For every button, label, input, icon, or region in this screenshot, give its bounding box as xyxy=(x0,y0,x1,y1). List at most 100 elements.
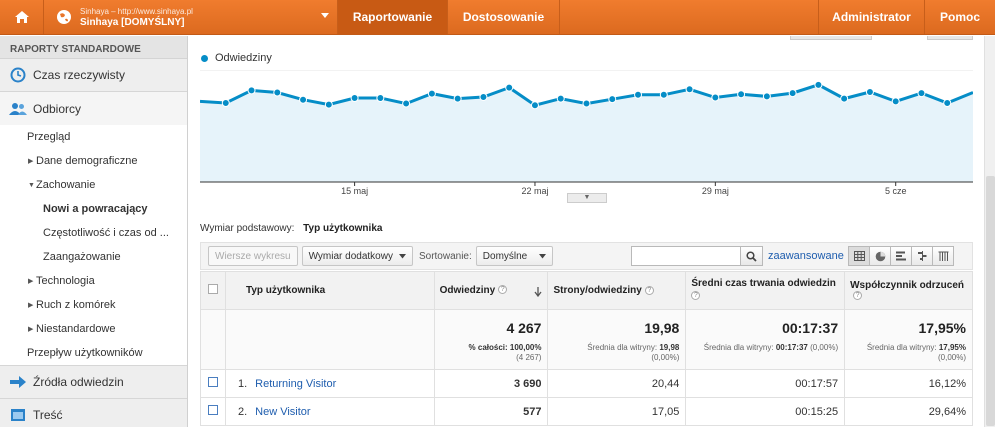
chart-point xyxy=(350,94,359,103)
sidebar-header: RAPORTY STANDARDOWE xyxy=(0,36,187,59)
tab-reporting[interactable]: Raportowanie xyxy=(338,0,448,34)
row-index: 1. xyxy=(237,377,248,390)
header-duration[interactable]: Średni czas trwania odwiedzin? xyxy=(685,271,846,310)
account-selector[interactable]: Sinhaya – http://www.sinhaya.pl Sinhaya … xyxy=(44,0,338,34)
admin-link[interactable]: Administrator xyxy=(818,0,925,34)
header-visits[interactable]: Odwiedziny? xyxy=(433,271,549,310)
sidebar-item-frequency[interactable]: Częstotliwość i czas od ... xyxy=(43,227,169,239)
primary-dimension-label: Wymiar podstawowy: xyxy=(200,223,295,234)
select-all-checkbox[interactable] xyxy=(207,284,218,294)
chevron-down-icon xyxy=(398,253,406,258)
row-dimension-link[interactable]: Returning Visitor xyxy=(255,377,337,390)
grid-icon xyxy=(853,251,865,261)
row-checkbox[interactable] xyxy=(207,405,218,415)
primary-dimension-value[interactable]: Typ użytkownika xyxy=(303,223,383,234)
total-visits-share: % całości: 100,00% (4 267) xyxy=(435,343,542,363)
search-input[interactable] xyxy=(631,246,741,266)
total-pages: 19,98 xyxy=(644,320,680,336)
scrollbar-thumb[interactable] xyxy=(986,176,995,426)
total-visits: 4 267 xyxy=(506,320,542,336)
total-bounce-cell: 17,95% Średnia dla witryny: 17,95% (0,00%… xyxy=(844,309,973,370)
sidebar-item-traffic-sources[interactable]: Źródła odwiedzin xyxy=(0,366,187,399)
help-icon[interactable]: ? xyxy=(853,291,863,301)
table-search xyxy=(631,246,763,266)
pages-avg-value: 19,98 xyxy=(659,343,680,352)
sidebar-item-engagement[interactable]: Zaangażowanie xyxy=(43,251,121,263)
view-pivot-button[interactable] xyxy=(932,246,954,266)
table-header-row: Typ użytkownika Odwiedziny? Strony/odwie… xyxy=(200,271,973,310)
chart-point xyxy=(865,88,874,96)
globe-icon xyxy=(57,10,71,24)
chart-x-tick-label: 29 maj xyxy=(702,186,729,196)
duration-avg-label: Średnia dla witryny: xyxy=(703,343,774,352)
search-button[interactable] xyxy=(741,246,763,266)
sidebar-item-new-vs-returning[interactable]: Nowi a powracający xyxy=(43,203,148,215)
pages-avg-delta: (0,00%) xyxy=(651,353,680,362)
header-pages-label: Strony/odwiedziny xyxy=(553,285,642,296)
sort-dropdown[interactable]: Domyślne xyxy=(475,246,554,266)
view-performance-button[interactable] xyxy=(890,246,912,266)
total-bounce-avg: Średnia dla witryny: 17,95% (0,00%) xyxy=(845,343,966,363)
advanced-filter-link[interactable]: zaawansowane xyxy=(768,250,844,262)
sidebar-item-label: Odbiorcy xyxy=(33,101,82,116)
sidebar-item-realtime[interactable]: Czas rzeczywisty xyxy=(0,59,187,92)
triangle-right-icon: ▶ xyxy=(28,302,34,309)
row-dimension-link[interactable]: New Visitor xyxy=(255,405,311,418)
chart-expand-handle[interactable]: ▼ xyxy=(567,193,607,203)
sort-arrow-down-icon xyxy=(534,286,543,297)
view-table-button[interactable] xyxy=(848,246,870,266)
plot-rows-button[interactable]: Wiersze wykresu xyxy=(208,246,298,266)
chevron-down-icon xyxy=(321,13,329,18)
help-icon[interactable]: ? xyxy=(644,285,654,295)
header-duration-label: Średni czas trwania odwiedzin xyxy=(691,278,836,289)
chart-point xyxy=(427,89,436,98)
sidebar-item-label: Treść xyxy=(33,408,63,422)
sidebar-item-content[interactable]: Treść xyxy=(0,399,187,427)
help-icon[interactable]: ? xyxy=(691,291,701,300)
date-compare-toggle[interactable] xyxy=(790,36,872,40)
row-select-cell xyxy=(200,369,226,398)
sidebar-item-technology[interactable]: ▶ Technologia xyxy=(0,269,187,293)
sidebar-item-overview[interactable]: Przegląd xyxy=(27,131,71,143)
sort-value: Domyślne xyxy=(482,250,528,262)
pages-avg-label: Średnia dla witryny: xyxy=(587,343,658,352)
sidebar-item-users-flow[interactable]: Przepływ użytkowników xyxy=(27,347,143,359)
sort-label: Sortowanie: xyxy=(418,250,472,262)
chart-point xyxy=(402,99,411,108)
sidebar-item-label: Czas rzeczywisty xyxy=(33,68,126,82)
chart-point xyxy=(762,92,771,101)
sidebar-item-audience[interactable]: Odbiorcy xyxy=(0,92,187,125)
main-scrollbar[interactable] xyxy=(984,36,995,427)
chart-x-tick-label: 22 maj xyxy=(521,186,548,196)
chart-point xyxy=(221,99,230,107)
sidebar-item-label: Zachowanie xyxy=(36,179,96,191)
help-icon[interactable]: ? xyxy=(498,285,508,295)
nav-spacer xyxy=(560,0,818,34)
sidebar-item-label: Dane demograficzne xyxy=(36,155,138,167)
secondary-dimension-dropdown[interactable]: Wymiar dodatkowy xyxy=(301,246,413,266)
total-pages-avg: Średnia dla witryny: 19,98 (0,00%) xyxy=(548,343,679,363)
chart-point xyxy=(685,85,694,94)
sidebar-item-behavior[interactable]: ▼ Zachowanie xyxy=(0,173,187,197)
chart-series-area xyxy=(200,84,973,182)
series-dot xyxy=(201,54,208,62)
help-link[interactable]: Pomoc xyxy=(939,10,980,24)
view-comparison-button[interactable] xyxy=(911,246,933,266)
header-pages[interactable]: Strony/odwiedziny? xyxy=(547,271,687,310)
header-bounce[interactable]: Współczynnik odrzuceń? xyxy=(844,271,973,310)
sidebar-item-mobile[interactable]: ▶ Ruch z komórek xyxy=(0,293,187,317)
chart-type-toggle[interactable] xyxy=(927,36,973,40)
chart-point xyxy=(737,90,746,99)
view-pie-button[interactable] xyxy=(869,246,891,266)
home-button[interactable] xyxy=(0,0,44,34)
row-pages: 17,05 xyxy=(547,397,687,426)
tab-customization[interactable]: Dostosowanie xyxy=(448,0,560,34)
row-checkbox[interactable] xyxy=(207,377,218,387)
header-dimension[interactable]: Typ użytkownika xyxy=(224,271,435,310)
sidebar-item-demographics[interactable]: ▶ Dane demograficzne xyxy=(0,149,187,173)
chart-point xyxy=(634,90,643,99)
row-duration: 00:17:57 xyxy=(685,369,846,398)
sidebar-item-custom[interactable]: ▶ Niestandardowe xyxy=(0,317,187,341)
chart-point xyxy=(608,95,617,104)
